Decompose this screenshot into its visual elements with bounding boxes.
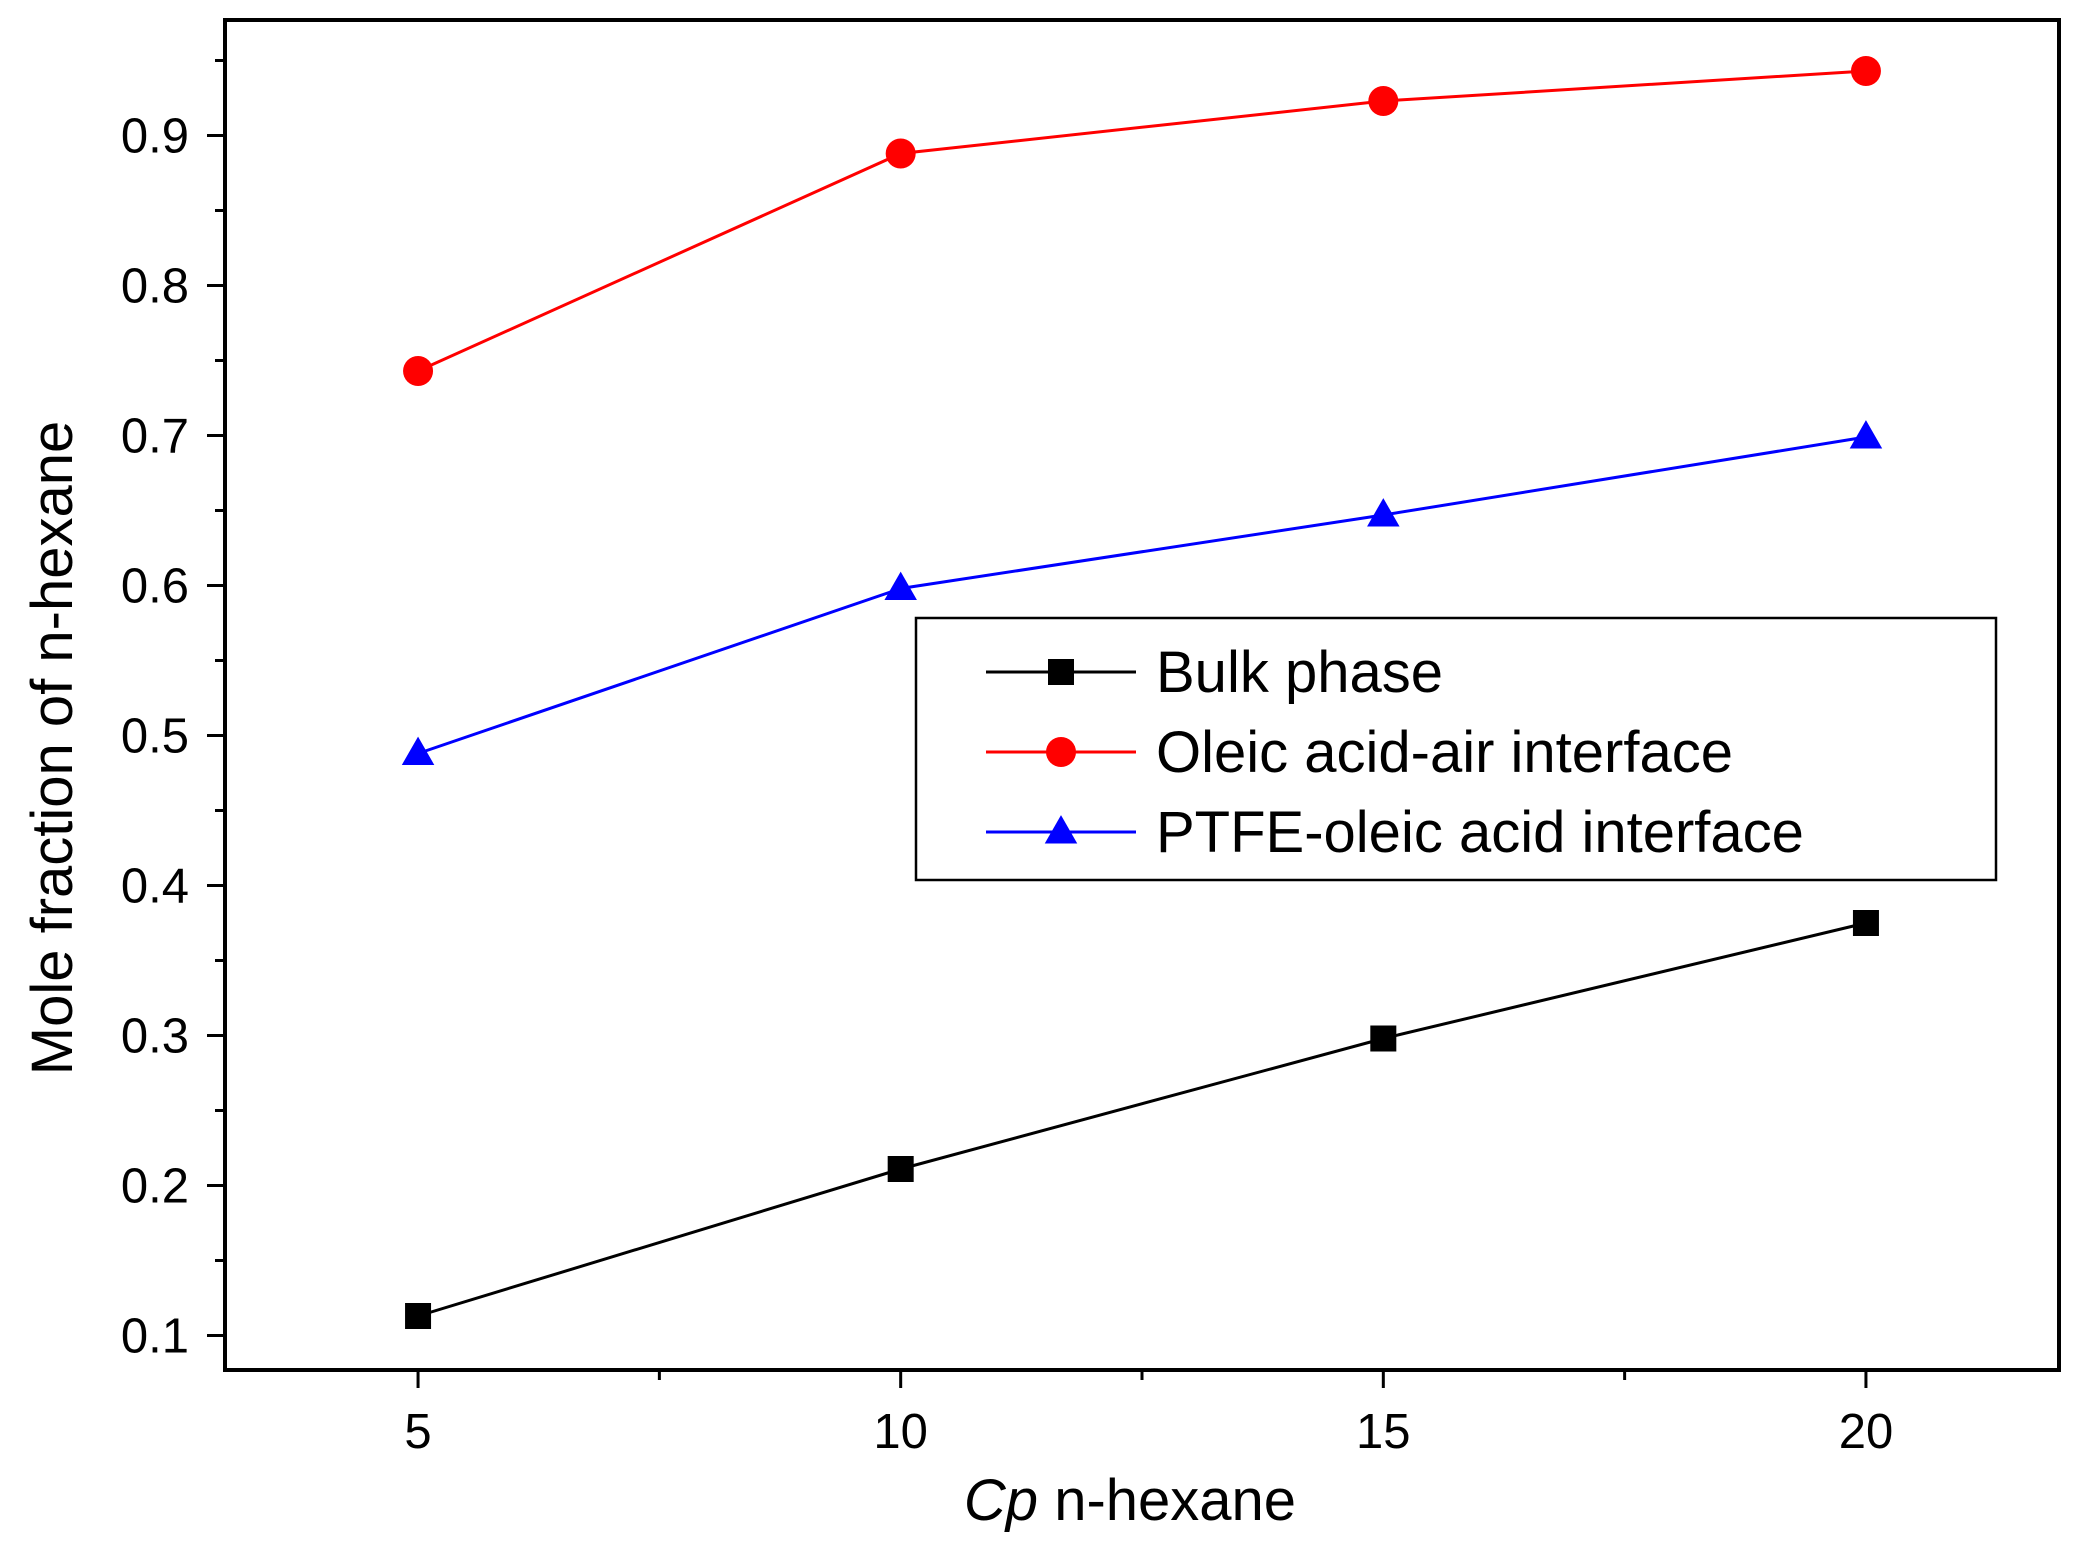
legend: Bulk phase Oleic acid-air interface PTFE-o…: [914, 616, 1998, 882]
x-tick-label: 10: [873, 1405, 928, 1459]
y-tick-label: 0.8: [121, 260, 189, 314]
x-axis: 5 10 15 20: [404, 1370, 1893, 1459]
y-tick-label: 0.6: [121, 560, 189, 614]
legend-items: Bulk phase Oleic acid-air interface PTFE-o…: [986, 640, 1804, 865]
y-tick-label: 0.4: [121, 860, 189, 914]
legend-label: Bulk phase: [1156, 640, 1443, 705]
legend-marker: [1044, 815, 1078, 844]
series-markers: [401, 56, 1883, 1329]
data-point-0: [887, 1156, 914, 1182]
data-point-0: [1370, 1025, 1397, 1052]
legend-marker: [1048, 659, 1074, 685]
y-tick-label: 0.5: [121, 710, 189, 764]
y-tick-label: 0.1: [121, 1310, 189, 1364]
series-line-0: [417, 921, 1867, 1318]
x-tick-label: 15: [1356, 1405, 1411, 1459]
x-tick-label: 5: [404, 1405, 431, 1459]
y-tick-label: 0.9: [121, 110, 189, 164]
data-point-2: [884, 571, 917, 600]
data-point-1: [403, 356, 434, 386]
data-point-2: [401, 736, 435, 765]
x-tick-label: 20: [1839, 1405, 1894, 1459]
y-axis: 0.1 0.2 0.3 0.4 0.5 0.6 0.7 0.8 0.9: [121, 59, 225, 1364]
legend-label: PTFE-oleic acid interface: [1156, 800, 1804, 865]
series-lines: [417, 69, 1867, 1318]
y-axis-title: Mole fraction of n-hexane: [20, 421, 85, 1075]
data-point-1: [885, 138, 916, 169]
y-tick-label: 0.7: [121, 410, 189, 464]
data-point-2: [1849, 420, 1883, 449]
data-point-1: [1850, 56, 1881, 86]
legend-box: [914, 616, 1998, 882]
legend-marker: [1046, 737, 1076, 767]
data-point-1: [1368, 86, 1399, 116]
x-axis-title-italic: Cp: [964, 1468, 1038, 1533]
series-line-2: [417, 435, 1867, 755]
x-axis-title-rest: n-hexane: [1038, 1468, 1296, 1533]
legend-label: Oleic acid-air interface: [1156, 720, 1733, 785]
data-point-0: [1852, 910, 1879, 936]
series-line-1: [417, 69, 1867, 373]
y-tick-label: 0.2: [121, 1160, 189, 1214]
data-point-0: [405, 1303, 432, 1329]
x-axis-title: Cp n-hexane: [964, 1468, 1296, 1533]
data-point-2: [1367, 498, 1400, 527]
y-tick-label: 0.3: [121, 1010, 189, 1064]
